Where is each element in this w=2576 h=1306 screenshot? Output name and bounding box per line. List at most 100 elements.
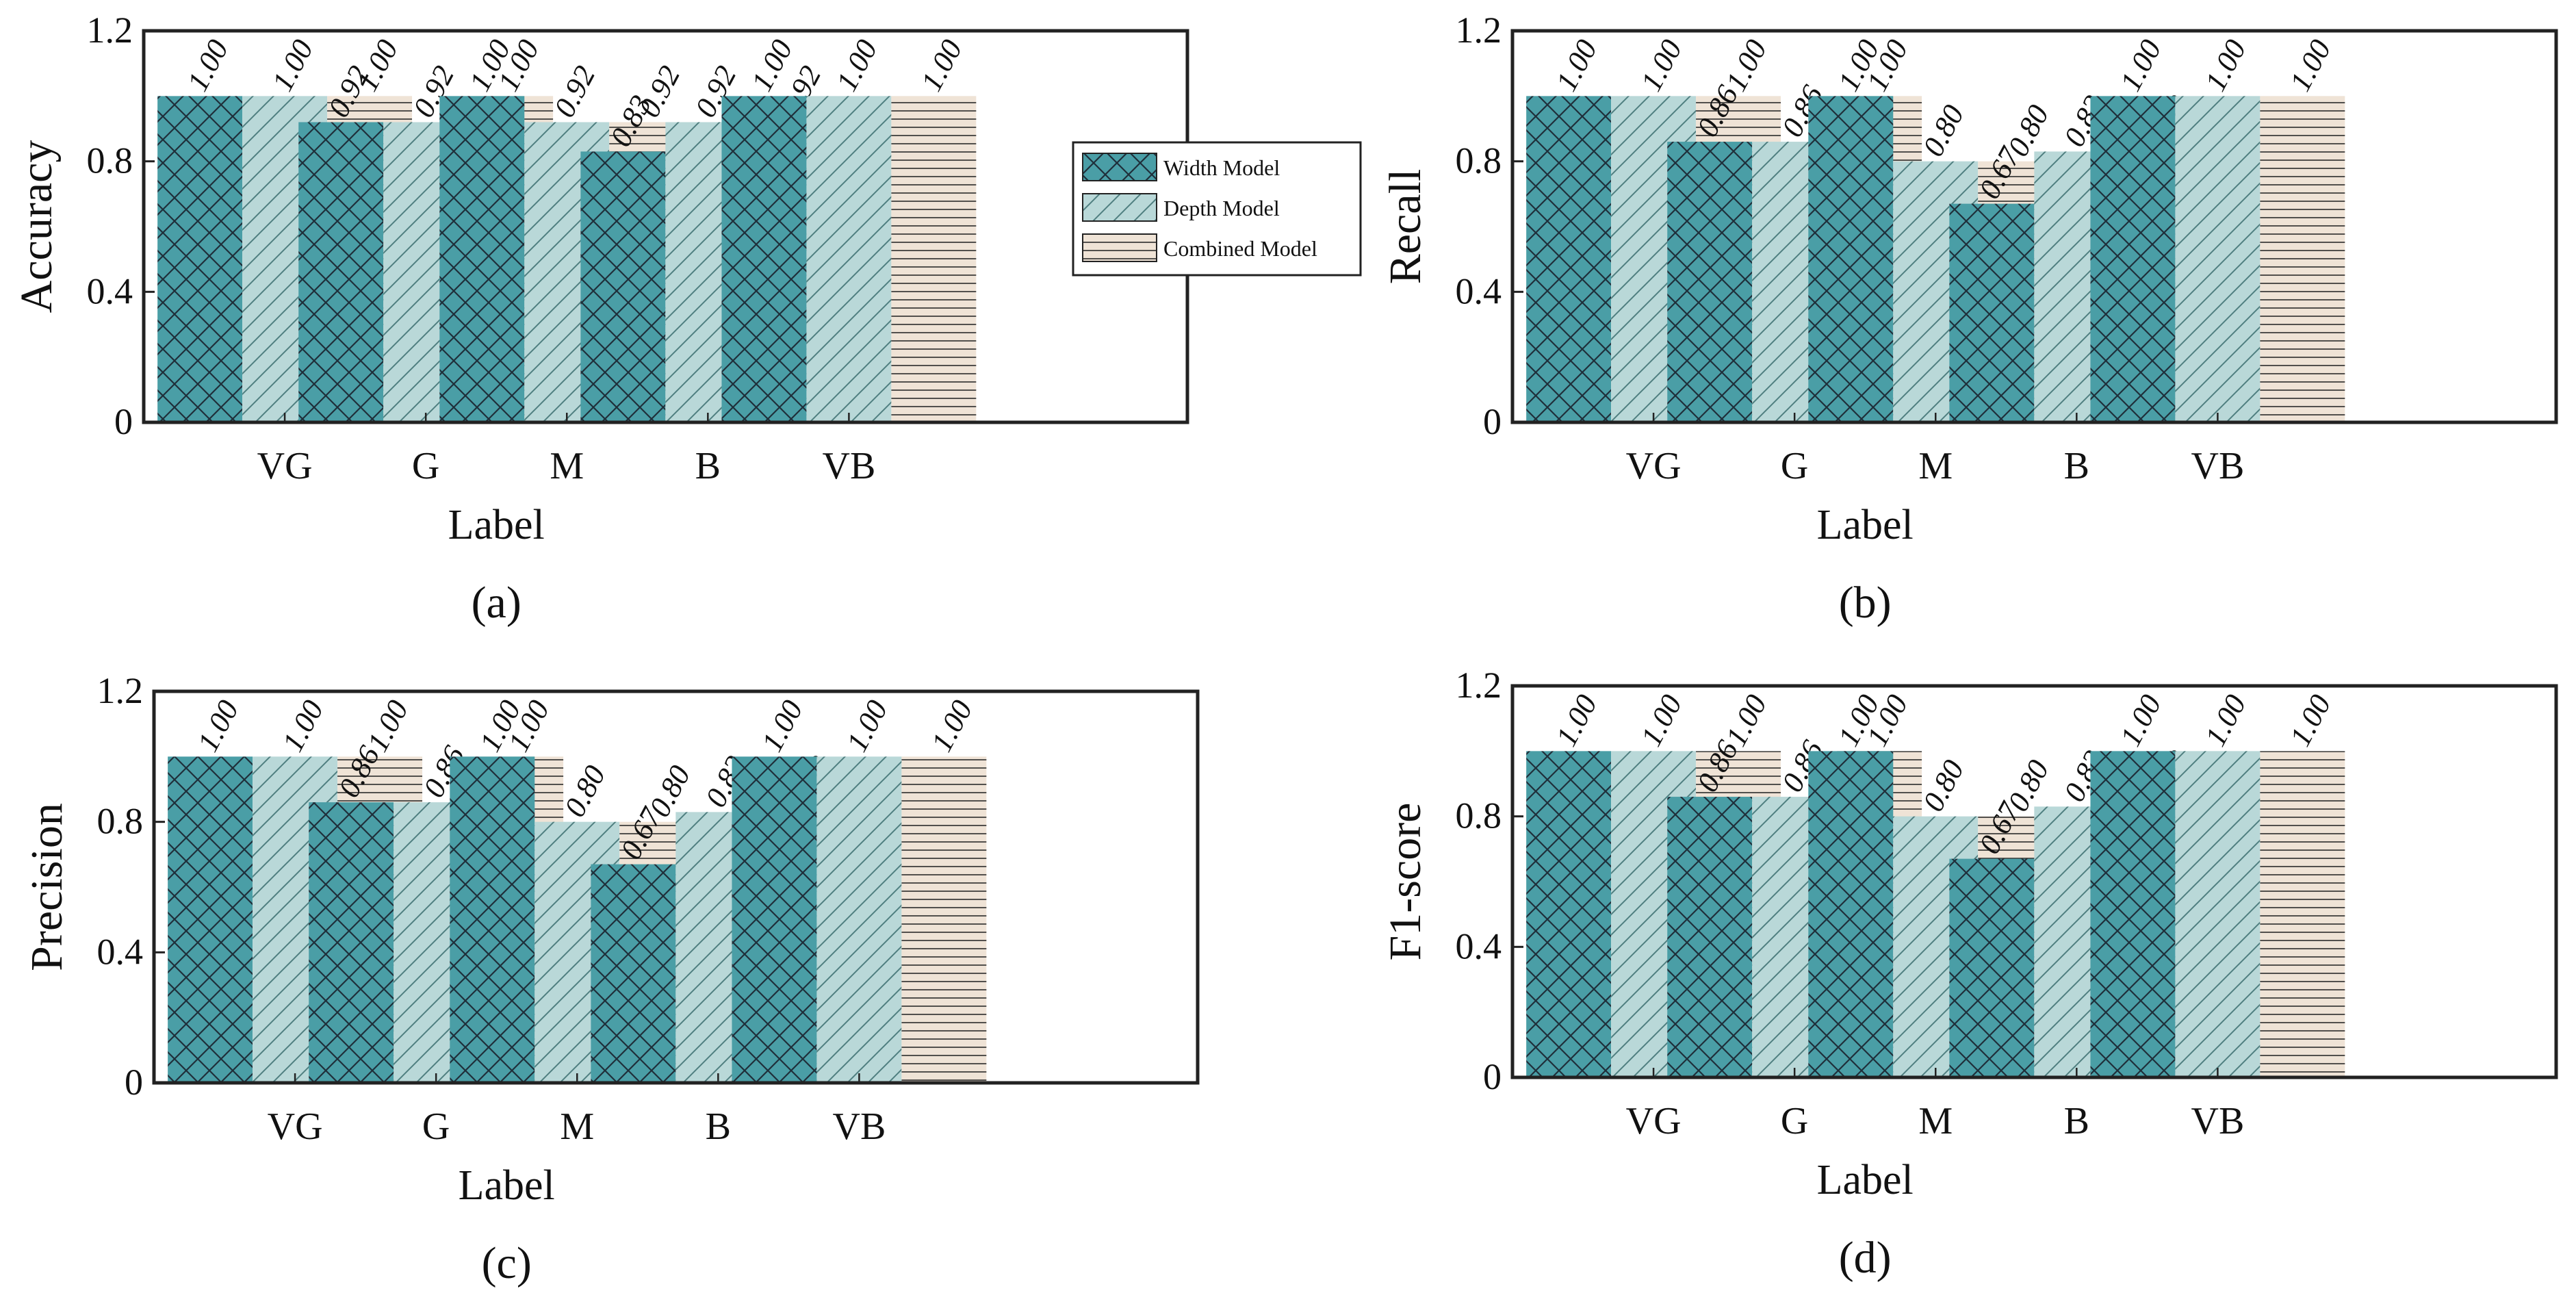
data-label-depth-model-vg: 1.00 (1634, 34, 1688, 97)
legend-label-width-model: Width Model (1163, 155, 1280, 180)
bar-width-model-vg (1526, 96, 1612, 423)
bar-width-model-b (1949, 858, 2035, 1077)
x-axis-title: Label (1817, 502, 1914, 548)
bar-combined-model-vb (2260, 751, 2345, 1077)
y-tick-label: 0.4 (1456, 925, 1502, 966)
x-tick-label: VG (1626, 445, 1682, 487)
y-tick-label: 0 (1483, 401, 1502, 442)
x-axis-title: Label (1817, 1157, 1914, 1203)
panel-label: (c) (482, 1238, 532, 1288)
data-label-width-model-vb: 1.00 (2113, 34, 2167, 97)
x-tick-label: VB (833, 1105, 886, 1148)
x-tick-label: M (1918, 445, 1953, 487)
y-tick-label: 0.8 (1456, 795, 1502, 836)
y-axis-title: Accuracy (12, 140, 62, 313)
y-tick-label: 1.2 (97, 670, 144, 711)
bar-width-model-vb (2090, 96, 2176, 423)
data-label-depth-model-vg: 1.00 (1634, 689, 1688, 752)
bar-width-model-g (1667, 797, 1753, 1077)
y-axis-title: Recall (1380, 169, 1430, 285)
bar-combined-model-vb (891, 96, 977, 423)
data-label-combined-model-vb: 1.00 (2283, 689, 2337, 752)
data-label-width-model-vg: 1.00 (191, 695, 245, 757)
bar-width-model-vb (732, 756, 817, 1083)
x-tick-label: VB (2191, 445, 2245, 487)
data-label-combined-model-vb: 1.00 (914, 34, 968, 97)
x-axis-title: Label (459, 1162, 555, 1209)
y-tick-label: 0 (114, 401, 133, 442)
x-tick-label: VB (823, 445, 876, 487)
y-tick-label: 0 (1483, 1056, 1502, 1097)
panel-label: (a) (472, 578, 521, 628)
legend-swatch-combined-model (1082, 233, 1157, 262)
y-tick-label: 0.4 (97, 931, 144, 972)
data-label-combined-model-vb: 1.00 (925, 695, 979, 757)
data-label-depth-model-vb: 1.00 (829, 34, 884, 97)
data-label-depth-model-m: 0.92 (548, 60, 602, 123)
x-tick-label: VB (2191, 1100, 2245, 1142)
legend-swatch-depth-model (1082, 193, 1157, 222)
data-label-depth-model-vb: 1.00 (2198, 689, 2252, 752)
data-label-depth-model-vb: 1.00 (2198, 34, 2252, 97)
bar-width-model-m (1808, 96, 1894, 423)
legend-label-combined-model: Combined Model (1163, 236, 1317, 261)
x-tick-label: G (1781, 1100, 1808, 1142)
bar-depth-model-vb (806, 96, 892, 423)
data-label-depth-model-m: 0.80 (558, 760, 612, 822)
plot-frame (152, 689, 1200, 1085)
x-tick-label: B (2064, 445, 2089, 487)
x-tick-label: VG (1626, 1100, 1682, 1142)
y-tick-label: 0.8 (97, 801, 144, 842)
bar-depth-model-vb (2175, 96, 2261, 423)
x-tick-label: B (695, 445, 721, 487)
data-label-width-model-vg: 1.00 (1549, 689, 1603, 752)
y-tick-label: 1.2 (87, 10, 133, 51)
x-tick-label: M (550, 445, 584, 487)
y-tick-label: 0.8 (87, 140, 133, 181)
x-tick-label: M (560, 1105, 594, 1148)
x-tick-label: B (2064, 1100, 2089, 1142)
bar-width-model-vg (1526, 751, 1612, 1077)
x-tick-label: G (1781, 445, 1808, 487)
x-tick-label: G (422, 1105, 450, 1148)
x-tick-label: VG (257, 445, 313, 487)
bar-width-model-b (591, 864, 676, 1083)
data-label-width-model-vg: 1.00 (1549, 34, 1603, 97)
bar-width-model-vg (168, 756, 253, 1083)
bar-depth-model-vb (2175, 751, 2261, 1077)
y-axis-title: Precision (22, 803, 72, 971)
bar-width-model-b (1949, 203, 2035, 422)
y-tick-label: 1.2 (1456, 10, 1502, 51)
x-tick-label: B (706, 1105, 731, 1148)
bar-width-model-m (1808, 751, 1894, 1077)
data-label-depth-model-vg: 1.00 (276, 695, 330, 757)
y-tick-label: 0 (125, 1062, 143, 1103)
data-label-width-model-vb: 1.00 (755, 695, 809, 757)
data-label-combined-model-vb: 1.00 (2283, 34, 2337, 97)
data-label-width-model-vb: 1.00 (2113, 689, 2167, 752)
bar-width-model-m (439, 96, 525, 423)
bar-width-model-g (309, 802, 394, 1083)
legend: Width Model Depth Model Combined Model (1072, 141, 1362, 277)
data-label-depth-model-vg: 1.00 (266, 34, 320, 97)
legend-label-depth-model: Depth Model (1163, 196, 1280, 220)
bar-width-model-g (1667, 142, 1753, 423)
y-tick-label: 0.8 (1456, 140, 1502, 181)
panel-label: (d) (1839, 1233, 1892, 1283)
data-label-depth-model-m: 0.80 (1916, 754, 1970, 817)
bar-depth-model-vb (816, 756, 902, 1083)
legend-swatch-width-model (1082, 153, 1157, 181)
data-label-depth-model-vb: 1.00 (840, 695, 894, 757)
x-tick-label: M (1918, 1100, 1953, 1142)
bar-width-model-m (450, 756, 535, 1083)
data-label-width-model-vg: 1.00 (181, 34, 235, 97)
x-axis-title: Label (448, 502, 545, 548)
y-tick-label: 0.4 (87, 270, 133, 311)
y-axis-title: F1-score (1380, 803, 1430, 961)
bar-width-model-vb (721, 96, 807, 423)
y-tick-label: 1.2 (1456, 665, 1502, 706)
bar-combined-model-vb (2260, 96, 2345, 423)
